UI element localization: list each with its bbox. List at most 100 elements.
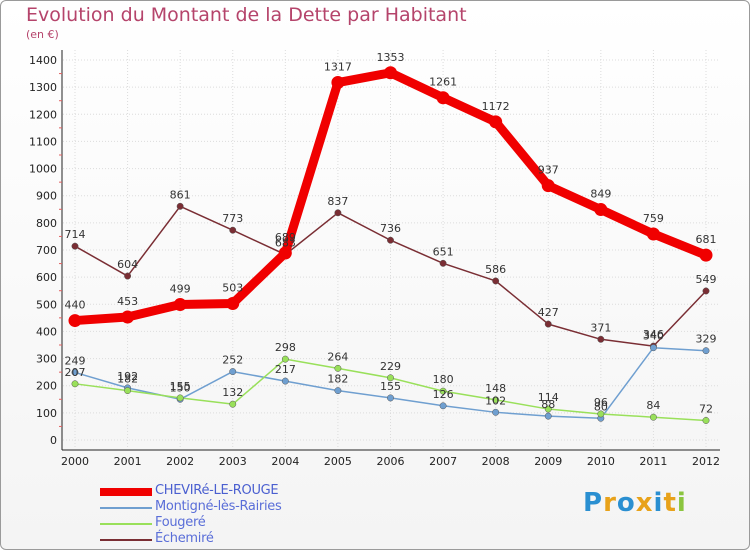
data-point — [229, 368, 237, 376]
data-point — [439, 387, 447, 395]
legend-swatch — [100, 539, 152, 541]
data-label: 346 — [643, 328, 664, 341]
data-label: 604 — [117, 258, 138, 271]
data-label: 453 — [117, 295, 138, 308]
data-point — [597, 410, 605, 418]
legend-swatch — [100, 523, 152, 525]
data-label: 114 — [538, 391, 559, 404]
data-label: 937 — [538, 164, 559, 177]
data-label: 132 — [222, 386, 243, 399]
data-point — [597, 335, 605, 343]
x-tick-label: 2003 — [219, 455, 247, 468]
logo-letter: t — [663, 488, 677, 518]
data-point — [121, 310, 135, 324]
data-point — [229, 226, 237, 234]
x-tick-label: 2007 — [429, 455, 457, 468]
data-label: 192 — [117, 370, 138, 383]
x-tick-label: 2012 — [692, 455, 720, 468]
data-point — [489, 115, 503, 129]
y-tick-label: 1400 — [29, 54, 57, 67]
x-tick-label: 2011 — [639, 455, 667, 468]
x-tick-label: 2001 — [114, 455, 142, 468]
data-point — [387, 394, 394, 402]
chart-subtitle: (en €) — [26, 28, 59, 41]
data-point — [646, 227, 660, 241]
data-label: 126 — [433, 388, 454, 401]
data-label: 1261 — [429, 76, 457, 89]
data-label: 427 — [538, 306, 559, 319]
data-point — [387, 374, 394, 382]
data-label: 84 — [646, 399, 660, 412]
y-tick-label: 200 — [36, 380, 57, 393]
y-tick-label: 400 — [36, 325, 57, 338]
data-label: 329 — [696, 333, 717, 346]
x-tick-label: 2005 — [324, 455, 352, 468]
data-point — [541, 179, 555, 193]
y-tick-label: 300 — [36, 353, 57, 366]
data-point — [71, 380, 79, 388]
data-label: 252 — [222, 354, 243, 367]
y-tick-label: 100 — [36, 407, 57, 420]
data-label: 759 — [643, 212, 664, 225]
x-tick-label: 2002 — [166, 455, 194, 468]
data-point — [649, 344, 657, 352]
data-label: 683 — [275, 237, 296, 250]
data-label: 96 — [594, 396, 608, 409]
y-tick-label: 600 — [36, 271, 57, 284]
data-label: 229 — [380, 360, 401, 373]
data-label: 207 — [65, 366, 86, 379]
x-tick-label: 2008 — [482, 455, 510, 468]
y-tick-label: 800 — [36, 217, 57, 230]
data-point — [124, 272, 132, 280]
data-point — [702, 347, 710, 355]
x-tick-label: 2006 — [377, 455, 405, 468]
data-point — [702, 287, 710, 295]
y-tick-label: 1100 — [29, 135, 57, 148]
data-label: 150 — [170, 381, 191, 394]
y-tick-label: 1300 — [29, 81, 57, 94]
data-label: 249 — [65, 354, 86, 367]
y-tick-label: 900 — [36, 190, 57, 203]
data-point — [544, 412, 552, 420]
data-point — [278, 246, 292, 260]
data-label: 72 — [699, 402, 713, 415]
data-point — [226, 296, 240, 310]
data-point — [176, 394, 184, 402]
logo-letter: o — [616, 488, 636, 518]
data-label: 773 — [222, 212, 243, 225]
data-label: 503 — [222, 281, 243, 294]
x-tick-label: 2010 — [587, 455, 615, 468]
data-label: 1353 — [377, 51, 405, 64]
y-tick-label: 1000 — [29, 163, 57, 176]
data-point — [439, 402, 447, 410]
data-point — [649, 413, 657, 421]
data-label: 681 — [696, 233, 717, 246]
data-point — [439, 259, 447, 267]
data-point — [492, 408, 500, 416]
data-label: 837 — [327, 195, 348, 208]
logo-letter: i — [653, 488, 664, 518]
data-label: 298 — [275, 341, 296, 354]
data-point — [387, 236, 394, 244]
data-label: 102 — [485, 394, 506, 407]
data-label: 217 — [275, 363, 296, 376]
data-point — [331, 76, 345, 90]
legend-label: Échemiré — [155, 531, 214, 546]
data-label: 88 — [541, 398, 555, 411]
data-label: 1317 — [324, 61, 352, 74]
data-point — [173, 298, 187, 312]
logo-letter: r — [603, 488, 617, 518]
data-label: 155 — [380, 380, 401, 393]
data-point — [176, 202, 184, 210]
data-point — [229, 400, 237, 408]
data-point — [436, 91, 450, 105]
data-point — [281, 377, 289, 385]
data-point — [71, 242, 79, 250]
data-point — [68, 314, 82, 328]
data-point — [699, 248, 713, 262]
logo-letter: i — [676, 488, 687, 518]
data-point — [124, 387, 132, 395]
data-point — [71, 368, 79, 376]
data-point — [492, 277, 500, 285]
data-label: 180 — [433, 373, 454, 386]
